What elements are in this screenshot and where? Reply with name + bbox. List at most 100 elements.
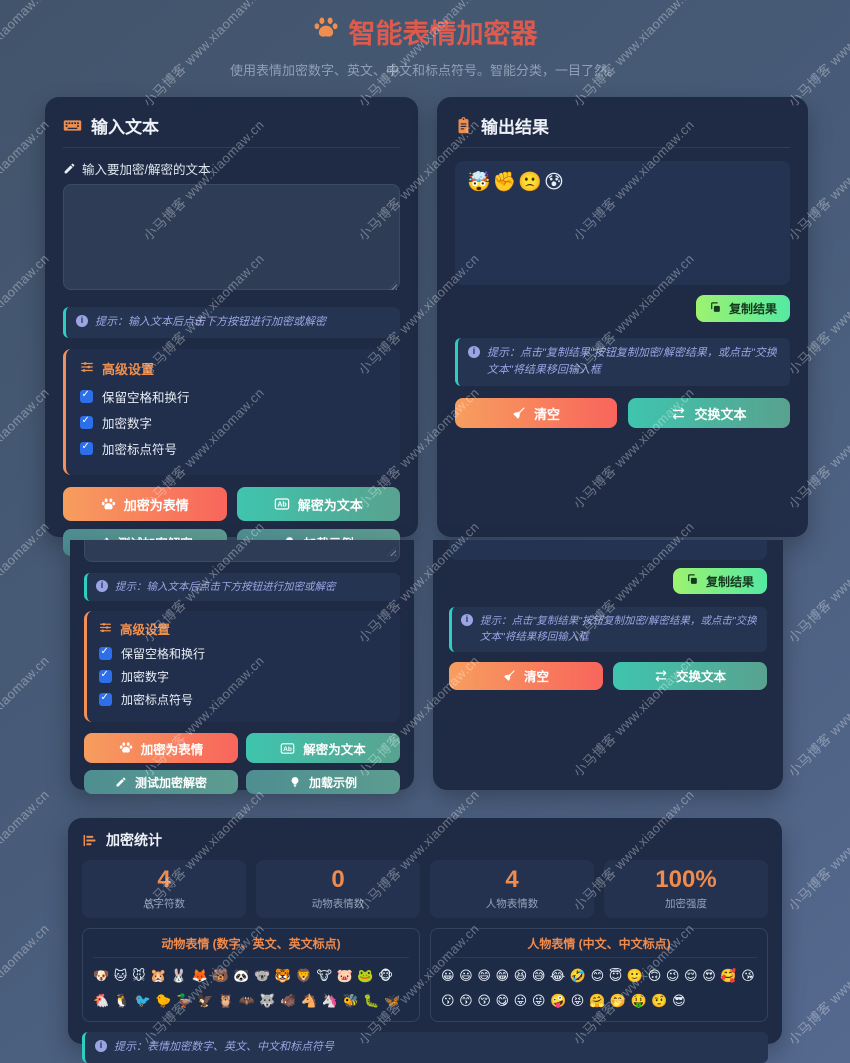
input-panel-title: 输入文本 xyxy=(91,118,159,137)
clear-button[interactable]: 清空 xyxy=(449,661,603,690)
decrypt-button[interactable]: Ab 解密为文本 xyxy=(246,733,400,764)
watermark-text: 小马博客 www.xiaomaw.cn xyxy=(0,518,53,646)
option-keep-spaces[interactable]: 保留空格和换行 xyxy=(80,387,386,406)
stat-person-emojis: 4 人物表情数 xyxy=(430,860,594,918)
advanced-settings-title: 高级设置 xyxy=(99,619,388,638)
input-panel: 输入文本 输入要加密/解密的文本 i 提示：输入文本后点击下方按钮进行加密或解密… xyxy=(45,97,418,557)
info-icon: i xyxy=(461,614,473,626)
stats-tip: i 提示：表情加密数字、英文、中文和标点符号 xyxy=(82,1031,768,1063)
watermark-text: 小马博客 www.xiaomaw.cn xyxy=(0,920,53,1048)
font-icon: Ab xyxy=(274,496,290,512)
output-result xyxy=(449,540,767,560)
checkbox-keep-spaces[interactable] xyxy=(80,389,93,404)
app-header: 智能表情加密器 使用表情加密数字、英文、中文和标点符号。智能分类，一目了然。 xyxy=(0,12,850,79)
encrypt-button[interactable]: 加密为表情 xyxy=(63,487,227,522)
advanced-settings-title: 高级设置 xyxy=(80,359,386,378)
output-panel-header: 输出结果 xyxy=(455,113,790,148)
info-icon: i xyxy=(76,315,88,327)
output-panel: 输出结果 🤯✊🙁😰 复制结果 i 提示：点击"复制结果"按钮复制加密/解密结果，… xyxy=(437,97,808,537)
output-result: 🤯✊🙁😰 xyxy=(455,161,790,285)
swap-icon xyxy=(671,406,686,421)
output-tip: i 提示：点击"复制结果"按钮复制加密/解密结果，或点击"交换文本"将结果移回输… xyxy=(455,338,790,387)
info-icon: i xyxy=(95,1039,107,1052)
legend-animal-emojis: 动物表情 (数字、英文、英文标点) 🐶 🐱 🐭 🐹 🐰 🦊 🐻 🐼 🐨 🐯 🦁 … xyxy=(82,928,420,1022)
watermark-text: 小马博客 www.xiaomaw.cn xyxy=(0,652,53,780)
info-icon: i xyxy=(468,346,480,358)
broom-icon xyxy=(503,669,516,682)
page-title: 智能表情加密器 xyxy=(0,12,850,51)
watermark-text: 小马博客 www.xiaomaw.cn xyxy=(785,920,850,1048)
svg-text:Ab: Ab xyxy=(277,502,286,509)
stat-total-chars: 4 总字符数 xyxy=(82,860,246,918)
pen-icon xyxy=(115,776,127,788)
copy-result-button[interactable]: 复制结果 xyxy=(672,568,767,594)
paw-icon xyxy=(313,15,339,48)
app-title-text: 智能表情加密器 xyxy=(348,19,538,49)
checkbox-encrypt-digits[interactable] xyxy=(80,415,93,430)
option-encrypt-punctuation[interactable]: 加密标点符号 xyxy=(99,691,388,708)
advanced-settings: 高级设置 保留空格和换行 加密数字 加密标点符号 xyxy=(84,611,400,723)
paw-icon xyxy=(119,741,133,755)
paw-icon xyxy=(101,497,116,512)
sliders-icon xyxy=(80,360,94,377)
font-icon: Ab xyxy=(280,741,295,756)
option-encrypt-digits[interactable]: 加密数字 xyxy=(80,413,386,432)
input-textarea[interactable] xyxy=(84,540,400,562)
advanced-settings: 高级设置 保留空格和换行 加密数字 加密标点符号 xyxy=(63,349,400,476)
input-label-text: 输入要加密/解密的文本 xyxy=(82,163,211,177)
output-panel-scrolled: 复制结果 i 提示：点击"复制结果"按钮复制加密/解密结果，或点击"交换文本"将… xyxy=(433,540,783,790)
broom-icon xyxy=(512,406,526,420)
lightbulb-icon xyxy=(289,776,301,788)
input-tip-text: 提示：输入文本后点击下方按钮进行加密或解密 xyxy=(95,316,326,328)
stats-panel: 加密统计 4 总字符数 0 动物表情数 4 人物表情数 100% 加密强度 动物… xyxy=(68,818,782,1063)
load-example-button[interactable]: 加载示例 xyxy=(246,770,400,795)
swap-button[interactable]: 交换文本 xyxy=(628,398,790,429)
checkbox-encrypt-digits[interactable] xyxy=(99,669,112,684)
stat-encryption-strength: 100% 加密强度 xyxy=(604,860,768,918)
stats-panel-title: 加密统计 xyxy=(106,832,162,848)
keyboard-icon xyxy=(63,116,82,135)
clear-button[interactable]: 清空 xyxy=(455,398,617,429)
encrypt-button[interactable]: 加密为表情 xyxy=(84,733,238,764)
input-tip: i 提示：输入文本后点击下方按钮进行加密或解密 xyxy=(84,573,400,602)
chart-bar-icon xyxy=(82,833,97,848)
checkbox-keep-spaces[interactable] xyxy=(99,646,112,661)
copy-result-button[interactable]: 复制结果 xyxy=(695,295,790,322)
watermark-text: 小马博客 www.xiaomaw.cn xyxy=(0,786,53,914)
info-icon: i xyxy=(96,580,108,592)
output-tip: i 提示：点击"复制结果"按钮复制加密/解密结果，或点击"交换文本"将结果移回输… xyxy=(449,607,767,652)
input-textarea[interactable] xyxy=(63,184,400,290)
animal-emoji-list: 🐶 🐱 🐭 🐹 🐰 🦊 🐻 🐼 🐨 🐯 🦁 🐮 🐷 🐸 🐵 🐔 🐧 🐦 🐤 🦆 … xyxy=(93,968,401,1009)
person-emoji-list: 😀 😃 😄 😁 😆 😅 😂 🤣 😊 😇 🙂 🙃 😉 😌 😍 🥰 😘 😗 😙 😚 … xyxy=(441,968,755,1009)
stat-animal-emojis: 0 动物表情数 xyxy=(256,860,420,918)
input-panel-header: 输入文本 xyxy=(63,113,400,148)
option-keep-spaces[interactable]: 保留空格和换行 xyxy=(99,645,388,662)
checkbox-encrypt-punctuation[interactable] xyxy=(80,441,93,456)
watermark-text: 小马博客 www.xiaomaw.cn xyxy=(785,652,850,780)
legend-person-emojis: 人物表情 (中文、中文标点) 😀 😃 😄 😁 😆 😅 😂 🤣 😊 😇 🙂 🙃 😉… xyxy=(430,928,768,1022)
pencil-icon xyxy=(63,162,76,175)
input-label: 输入要加密/解密的文本 xyxy=(63,159,400,178)
option-encrypt-punctuation[interactable]: 加密标点符号 xyxy=(80,439,386,458)
sliders-icon xyxy=(99,621,112,637)
swap-button[interactable]: 交换文本 xyxy=(613,661,767,690)
resize-grip[interactable] xyxy=(388,281,397,290)
copy-icon xyxy=(709,301,722,317)
paste-icon xyxy=(455,117,472,134)
output-panel-title: 输出结果 xyxy=(481,118,549,137)
resize-grip[interactable] xyxy=(387,547,396,556)
decrypt-button[interactable]: Ab 解密为文本 xyxy=(236,487,400,522)
app-subtitle: 使用表情加密数字、英文、中文和标点符号。智能分类，一目了然。 xyxy=(229,63,620,78)
checkbox-encrypt-punctuation[interactable] xyxy=(99,692,112,707)
copy-icon xyxy=(686,573,699,589)
output-tip-text: 提示：点击"复制结果"按钮复制加密/解密结果，或点击"交换文本"将结果移回输入框 xyxy=(487,347,777,377)
test-button[interactable]: 测试加密解密 xyxy=(84,770,238,795)
stats-tip-text: 提示：表情加密数字、英文、中文和标点符号 xyxy=(114,1040,334,1053)
stats-panel-header: 加密统计 xyxy=(82,830,768,850)
swap-icon xyxy=(654,669,668,683)
input-tip: i 提示：输入文本后点击下方按钮进行加密或解密 xyxy=(63,307,400,339)
option-encrypt-digits[interactable]: 加密数字 xyxy=(99,668,388,685)
svg-text:Ab: Ab xyxy=(283,746,292,753)
input-panel-scrolled: i 提示：输入文本后点击下方按钮进行加密或解密 高级设置 保留空格和换行 加密数… xyxy=(70,540,414,795)
